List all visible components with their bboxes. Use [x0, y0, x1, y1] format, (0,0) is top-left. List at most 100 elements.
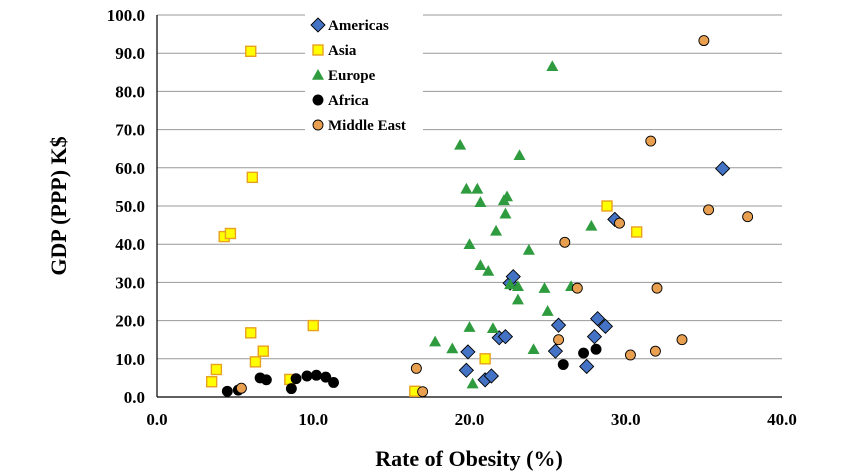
americas-point	[579, 358, 595, 375]
africa-point	[221, 385, 233, 397]
x-tick-label: 40.0	[767, 410, 797, 429]
y-tick-label: 10.0	[115, 350, 145, 369]
middle-east-point	[645, 135, 657, 147]
europe-point	[511, 280, 524, 292]
europe-point	[499, 207, 512, 219]
legend-marker-middle-east	[312, 119, 324, 131]
legend-marker-americas	[310, 17, 326, 33]
middle-east-point	[742, 211, 754, 223]
asia-point	[257, 345, 269, 357]
europe-point	[463, 238, 476, 249]
africa-point	[320, 371, 332, 383]
africa-point	[557, 359, 569, 370]
europe-point	[474, 196, 487, 207]
y-tick-label: 20.0	[115, 312, 145, 331]
y-tick-label: 0.0	[124, 388, 145, 407]
legend-label-africa: Africa	[328, 93, 369, 109]
europe-point	[471, 182, 484, 194]
europe-point	[460, 182, 473, 194]
y-tick-label: 70.0	[115, 121, 145, 140]
middle-east-point	[698, 35, 710, 47]
legend-box	[305, 10, 423, 138]
europe-point	[429, 335, 442, 347]
legend-label-middle-east: Middle East	[328, 118, 406, 134]
legend: Americas Asia Europe Africa Middle East	[305, 10, 423, 138]
y-tick-label: 100.0	[107, 6, 145, 25]
middle-east-point	[624, 349, 636, 361]
middle-east-point	[553, 334, 565, 346]
y-tick-label: 60.0	[115, 159, 145, 178]
legend-label-americas: Americas	[328, 18, 389, 34]
africa-point	[328, 377, 340, 388]
europe-point	[474, 259, 487, 271]
asia-point	[245, 45, 257, 57]
middle-east-point	[235, 382, 247, 394]
asia-point	[307, 319, 319, 332]
middle-east-point	[571, 282, 583, 294]
americas-point	[586, 329, 603, 345]
europe-point	[585, 219, 598, 231]
data-points	[205, 35, 754, 398]
europe-point	[482, 264, 495, 276]
asia-point	[249, 356, 262, 368]
europe-point	[454, 138, 467, 150]
gridlines	[157, 14, 782, 360]
x-tick-labels: 0.0 10.0 20.0 30.0 40.0	[146, 410, 797, 429]
americas-point	[714, 160, 731, 177]
europe-point	[504, 278, 517, 290]
asia-point	[210, 363, 223, 376]
africa-point	[310, 369, 322, 381]
americas-point	[483, 368, 500, 384]
y-axis-title: GDP (PPP) K$	[46, 136, 71, 275]
africa-point	[301, 370, 313, 382]
europe-point	[511, 293, 524, 305]
europe-point	[541, 305, 554, 316]
europe-point	[546, 60, 559, 71]
americas-point	[460, 344, 476, 360]
americas-point	[550, 317, 567, 333]
europe-point	[490, 224, 503, 236]
europe-point	[486, 322, 499, 334]
y-tick-labels: 0.0 10.0 20.0 30.0 40.0 50.0 60.0 70.0 80.0 90.0 1…	[107, 6, 145, 407]
europe-point	[446, 342, 459, 354]
europe-point	[538, 282, 551, 293]
asia-point	[601, 200, 613, 212]
middle-east-point	[649, 345, 661, 357]
middle-east-point	[410, 362, 422, 374]
axes	[156, 15, 782, 398]
europe-point	[463, 321, 476, 332]
europe-point	[466, 377, 479, 389]
middle-east-point	[614, 217, 625, 229]
europe-point	[522, 243, 535, 255]
y-tick-label: 80.0	[115, 82, 145, 101]
y-tick-label: 50.0	[115, 197, 145, 216]
y-tick-label: 90.0	[115, 44, 145, 63]
africa-point	[285, 383, 297, 395]
africa-point	[290, 373, 302, 385]
asia-point	[205, 376, 218, 388]
x-tick-label: 0.0	[146, 410, 167, 429]
legend-marker-asia	[312, 44, 324, 56]
africa-point	[578, 347, 590, 359]
middle-east-point	[651, 282, 663, 294]
x-tick-label: 20.0	[455, 410, 485, 429]
x-tick-label: 10.0	[298, 410, 328, 429]
americas-point	[547, 343, 564, 359]
americas-point	[458, 362, 475, 378]
legend-marker-africa	[312, 94, 324, 106]
y-tick-label: 40.0	[115, 235, 145, 254]
middle-east-point	[703, 204, 715, 216]
asia-point	[630, 226, 643, 238]
americas-point	[497, 329, 514, 345]
y-tick-label: 30.0	[115, 273, 145, 292]
asia-point	[224, 227, 237, 240]
x-axis-title: Rate of Obesity (%)	[375, 446, 563, 471]
asia-point	[246, 171, 259, 184]
americas-point	[589, 311, 606, 327]
middle-east-point	[676, 334, 688, 346]
legend-marker-europe	[312, 69, 324, 80]
legend-label-asia: Asia	[328, 43, 357, 59]
africa-point	[260, 374, 272, 386]
europe-point	[513, 149, 526, 160]
